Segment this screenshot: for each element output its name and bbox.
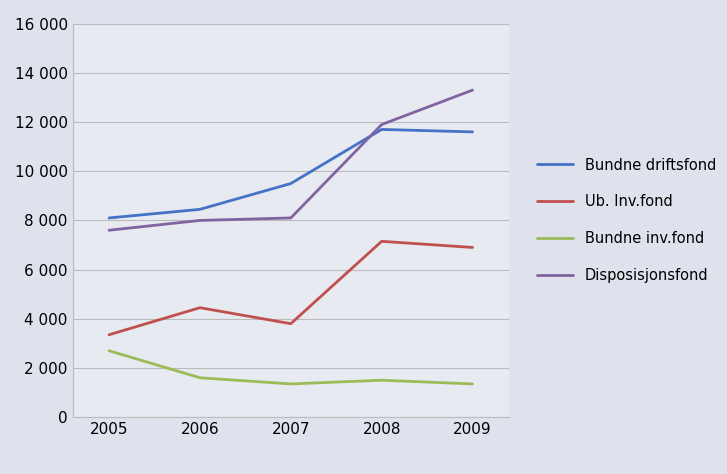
Bundne inv.fond bbox=[468, 381, 477, 387]
Ub. Inv.fond bbox=[468, 245, 477, 250]
Ub. Inv.fond bbox=[105, 332, 113, 337]
Bundne inv.fond bbox=[105, 348, 113, 354]
Bundne inv.fond bbox=[377, 377, 386, 383]
Line: Ub. Inv.fond: Ub. Inv.fond bbox=[109, 241, 473, 335]
Bundne driftsfond bbox=[468, 129, 477, 135]
Bundne driftsfond bbox=[196, 207, 204, 212]
Disposisjonsfond bbox=[105, 228, 113, 233]
Ub. Inv.fond bbox=[196, 305, 204, 310]
Disposisjonsfond bbox=[468, 87, 477, 93]
Ub. Inv.fond bbox=[377, 238, 386, 244]
Disposisjonsfond bbox=[377, 122, 386, 128]
Legend: Bundne driftsfond, Ub. Inv.fond, Bundne inv.fond, Disposisjonsfond: Bundne driftsfond, Ub. Inv.fond, Bundne … bbox=[531, 152, 722, 289]
Bundne driftsfond bbox=[377, 127, 386, 132]
Bundne driftsfond bbox=[286, 181, 295, 186]
Disposisjonsfond bbox=[286, 215, 295, 221]
Line: Disposisjonsfond: Disposisjonsfond bbox=[109, 90, 473, 230]
Bundne inv.fond bbox=[196, 375, 204, 381]
Line: Bundne driftsfond: Bundne driftsfond bbox=[109, 129, 473, 218]
Disposisjonsfond bbox=[196, 218, 204, 223]
Ub. Inv.fond bbox=[286, 321, 295, 327]
Bundne driftsfond bbox=[105, 215, 113, 221]
Bundne inv.fond bbox=[286, 381, 295, 387]
Line: Bundne inv.fond: Bundne inv.fond bbox=[109, 351, 473, 384]
